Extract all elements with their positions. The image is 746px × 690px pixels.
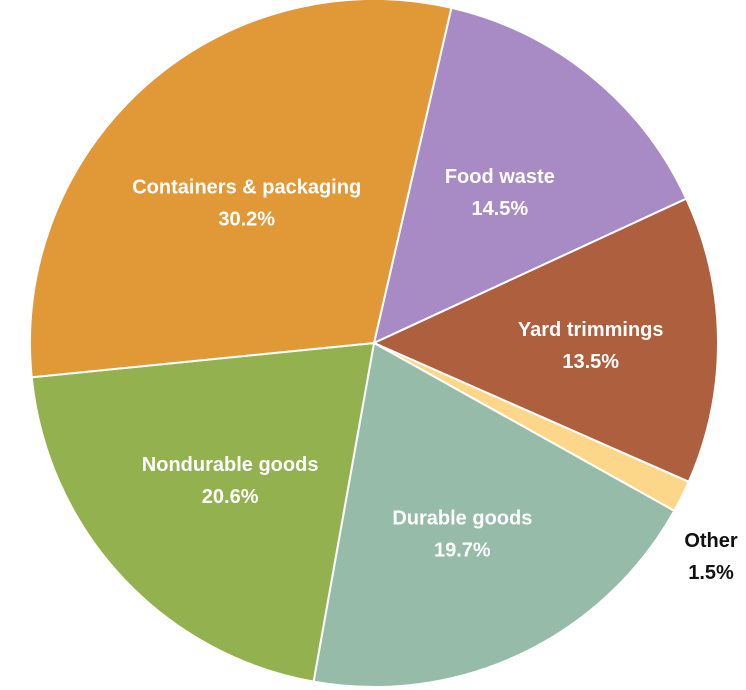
labels-group: Food waste 14.5% Yard trimmings 13.5% Other 1… [132,166,738,584]
slice-value-containers-and-packaging: 30.2% [218,208,275,230]
slice-label-durable-goods: Durable goods [392,508,532,530]
slice-value-food-waste: 14.5% [471,198,528,220]
pie-slice-yard-trimmings [371,197,719,484]
slice-value-other: 1.5% [688,562,734,584]
pie-slice-nondurable-goods [30,341,376,683]
slice-value-durable-goods: 19.7% [434,540,491,562]
slice-label-food-waste: Food waste [445,166,555,188]
pie-slice-durable-goods [312,341,676,689]
slice-label-other: Other [684,530,738,552]
slice-value-yard-trimmings: 13.5% [562,351,619,373]
slice-label-yard-trimmings: Yard trimmings [518,319,664,341]
pie-slice-containers-and-packaging [29,0,453,379]
slice-label-nondurable-goods: Nondurable goods [142,454,319,476]
slice-label-containers-and-packaging: Containers & packaging [132,176,361,198]
pie-slice-food-waste [372,6,688,345]
slices-group [29,0,719,689]
slice-value-nondurable-goods: 20.6% [202,486,259,508]
